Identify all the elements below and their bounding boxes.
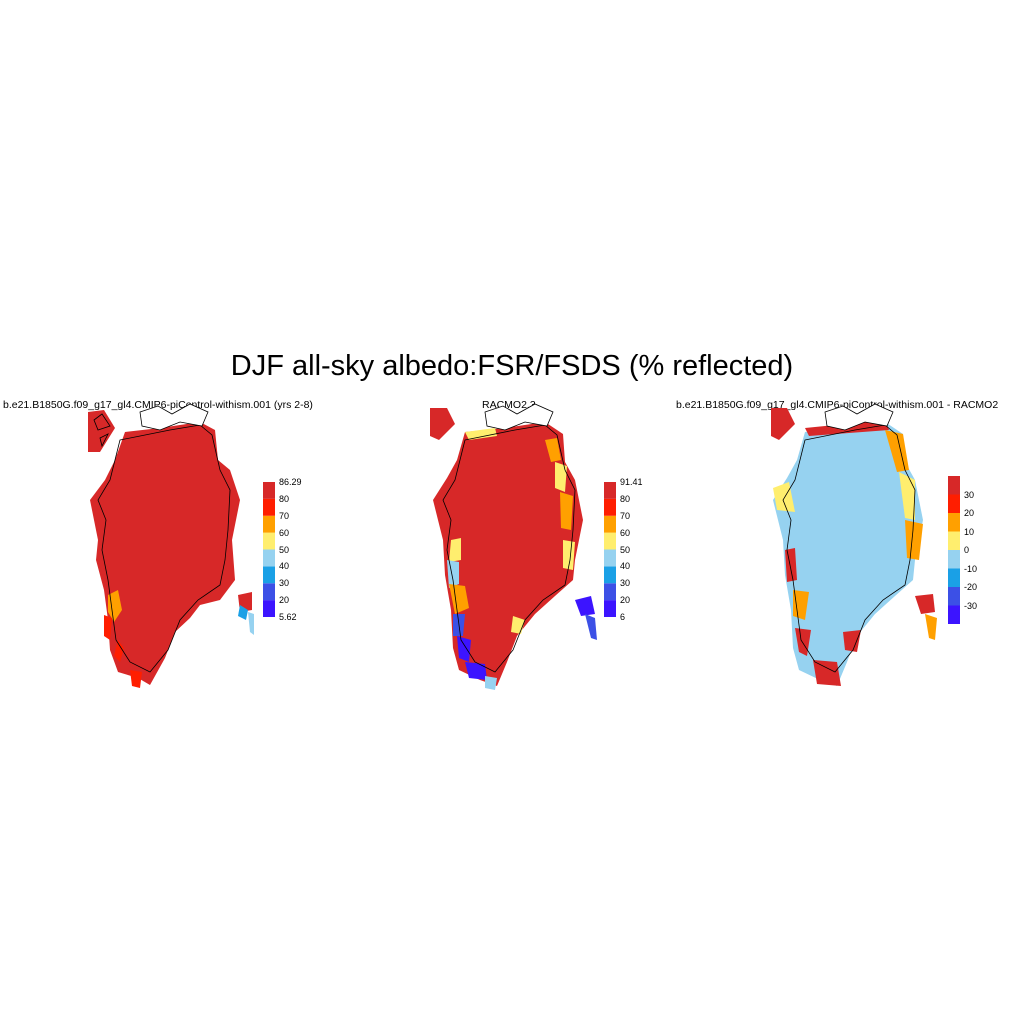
panel-2-colorbar: 6 20 30 40 50 60 70 80 91.41: [604, 477, 643, 622]
panel-1-colorbar: 5.62 20 30 40 50 60 70 80 86.29: [263, 477, 302, 622]
colorbar-swatch: [948, 531, 960, 550]
colorbar-tick-label: 5.62: [279, 612, 297, 622]
colorbar-swatch: [604, 566, 616, 584]
colorbar-tick-label: 40: [279, 561, 290, 572]
colorbar-tick-label: 80: [620, 493, 631, 504]
colorbar-swatch: [604, 549, 616, 567]
colorbar-swatch: [604, 532, 616, 550]
colorbar-tick-label: 10: [964, 526, 975, 537]
colorbar-tick-label: 30: [279, 578, 290, 589]
colorbar-tick-label: 40: [620, 561, 631, 572]
colorbar-swatch: [948, 605, 960, 624]
panel-1-map: [80, 400, 420, 700]
panel-3-colorbar-swatches: [948, 476, 960, 624]
colorbar-tick-label: 70: [620, 510, 631, 521]
colorbar-tick-label: 6: [620, 612, 626, 622]
colorbar-tick-label: 50: [279, 544, 290, 555]
colorbar-swatch: [604, 583, 616, 601]
colorbar-tick-label: 30: [964, 489, 975, 500]
colorbar-swatch: [263, 549, 275, 567]
panel-1-title: b.e21.B1850G.f09_g17_gl4.CMIP6-piControl…: [3, 399, 313, 411]
colorbar-swatch: [948, 476, 960, 495]
figure-title: DJF all-sky albedo:FSR/FSDS (% reflected…: [230, 350, 794, 382]
colorbar-tick-label: 20: [620, 595, 631, 606]
colorbar-swatch: [263, 600, 275, 617]
colorbar-tick-label: 30: [620, 578, 631, 589]
colorbar-swatch: [948, 550, 960, 569]
colorbar-swatch: [604, 482, 616, 499]
colorbar-swatch: [948, 494, 960, 513]
panel-3-colorbar: -30 -20 -10 0 10 20 30: [948, 476, 977, 624]
colorbar-tick-label: 20: [279, 595, 290, 606]
colorbar-swatch: [604, 600, 616, 617]
colorbar-tick-label: -10: [964, 563, 978, 574]
colorbar-swatch: [604, 498, 616, 516]
colorbar-tick-label: -30: [964, 600, 978, 611]
colorbar-swatch: [263, 515, 275, 533]
colorbar-tick-label: 20: [964, 508, 975, 518]
panel-2-map: [425, 400, 765, 700]
colorbar-swatch: [263, 482, 275, 499]
panel-1-colorbar-swatches: [263, 482, 275, 617]
colorbar-swatch: [948, 568, 960, 587]
colorbar-tick-label: 70: [279, 510, 290, 521]
panel-2-colorbar-swatches: [604, 482, 616, 617]
colorbar-swatch: [948, 513, 960, 532]
colorbar-swatch: [948, 587, 960, 606]
colorbar-swatch: [604, 515, 616, 533]
colorbar-tick-label: 80: [279, 493, 290, 504]
panel-3-map: [765, 400, 1024, 700]
panel-3-title: b.e21.B1850G.f09_g17_gl4.CMIP6-piControl…: [676, 399, 999, 411]
colorbar-tick-label: 91.41: [620, 477, 643, 487]
colorbar-tick-label: 60: [620, 527, 631, 538]
colorbar-tick-label: 0: [964, 545, 970, 555]
colorbar-tick-label: 86.29: [279, 477, 302, 487]
colorbar-tick-label: -20: [964, 582, 978, 592]
colorbar-tick-label: 50: [620, 544, 631, 555]
colorbar-swatch: [263, 498, 275, 516]
colorbar-swatch: [263, 532, 275, 550]
colorbar-swatch: [263, 566, 275, 584]
panel-2-title: RACMO2.3: [482, 399, 536, 411]
colorbar-swatch: [263, 583, 275, 601]
colorbar-tick-label: 60: [279, 527, 290, 538]
